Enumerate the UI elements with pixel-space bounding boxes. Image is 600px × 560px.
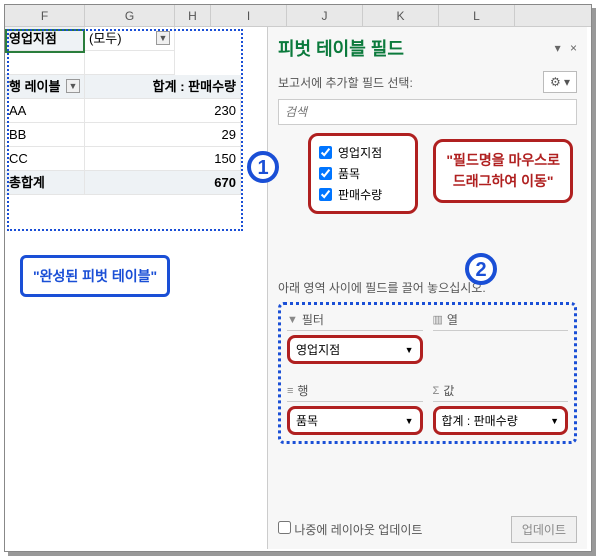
search-input[interactable] [278,99,577,125]
data-row-label[interactable]: AA [5,99,85,123]
filter-field-cell[interactable]: 영업지점 [5,27,85,51]
filter-value-text: (모두) [89,31,122,46]
panel-title: 피벗 테이블 필드 [278,35,404,61]
panel-close-icon[interactable]: × [570,41,577,55]
col-I[interactable]: I [211,5,287,26]
sigma-icon: Σ [433,385,440,397]
area-columns-empty[interactable] [433,335,569,363]
defer-layout-checkbox[interactable]: 나중에 레이아웃 업데이트 [278,521,422,538]
chevron-down-icon[interactable]: ▼ [405,345,414,355]
excel-window: F G H I J K L 영업지점 (모두) ▼ 행 레이블 ▼ 합계 : 판매수… [4,4,592,552]
field-label: 판매수량 [338,186,382,203]
chevron-down-icon[interactable]: ▼ [550,416,559,426]
field-checkbox[interactable] [319,146,332,159]
area-columns[interactable]: ▥열 [433,311,569,364]
panel-collapse-icon[interactable]: ▾ [555,41,561,55]
col-K[interactable]: K [363,5,439,26]
area-values-label: 값 [443,382,454,399]
data-row-label[interactable]: BB [5,123,85,147]
gear-button[interactable]: ⚙ ▾ [543,71,577,93]
update-button[interactable]: 업데이트 [511,516,577,543]
col-G[interactable]: G [85,5,175,26]
callout-drag-fields: "필드명을 마우스로 드래그하여 이동" [433,139,573,203]
pill-rows[interactable]: 품목 ▼ [287,406,423,435]
area-rows[interactable]: ≡ 행 품목 ▼ [287,382,423,435]
field-checkbox[interactable] [319,188,332,201]
panel-subtitle: 보고서에 추가할 필드 선택: [278,74,413,91]
areas-instruction: 아래 영역 사이에 필드를 끌어 놓으십시오. [278,279,577,296]
col-F[interactable]: F [5,5,85,26]
field-item[interactable]: 품목 [319,163,407,184]
columns-icon: ▥ [433,313,443,326]
field-label: 품목 [338,165,360,182]
col-H[interactable]: H [175,5,211,26]
data-row-value[interactable]: 29 [85,123,241,147]
col-L[interactable]: L [439,5,515,26]
step-badge-1: 1 [247,151,279,183]
area-filter[interactable]: ▼ 필터 영업지점 ▼ [287,311,423,364]
total-value-cell[interactable]: 670 [85,171,241,195]
col-J[interactable]: J [287,5,363,26]
area-values[interactable]: Σ값 합계 : 판매수량 ▼ [433,382,569,435]
drop-areas: ▼필터 영업지점▼ ▥열 ≡행 품목▼ Σ값 합계 : 판매수량▼ [278,302,577,444]
rows-icon: ≡ [287,385,293,397]
row-header-cell[interactable]: 행 레이블 ▼ [5,75,85,99]
pill-values[interactable]: 합계 : 판매수량 ▼ [433,406,569,435]
defer-label: 나중에 레이아웃 업데이트 [294,523,422,537]
field-list: 영업지점 품목 판매수량 [308,133,418,214]
filter-dropdown-icon[interactable]: ▼ [156,31,170,45]
callout-completed-pivot: "완성된 피벗 테이블" [20,255,170,297]
field-checkbox[interactable] [319,167,332,180]
drag-msg-line2: 드래그하여 이동" [446,171,560,192]
column-header-row: F G H I J K L [5,5,591,27]
pill-filter[interactable]: 영업지점 ▼ [287,335,423,364]
field-label: 영업지점 [338,144,382,161]
total-label-cell[interactable]: 총합계 [5,171,85,195]
area-filter-label: 필터 [302,311,324,328]
worksheet[interactable]: 영업지점 (모두) ▼ 행 레이블 ▼ 합계 : 판매수량 AA 230 BB 29… [5,27,265,195]
data-row-label[interactable]: CC [5,147,85,171]
pill-rows-label: 품목 [296,412,318,429]
data-row-value[interactable]: 230 [85,99,241,123]
row-dropdown-icon[interactable]: ▼ [66,79,80,93]
data-row-value[interactable]: 150 [85,147,241,171]
pill-filter-label: 영업지점 [296,341,340,358]
filter-icon: ▼ [287,314,298,326]
field-item[interactable]: 판매수량 [319,184,407,205]
pivot-field-panel: 피벗 테이블 필드 ▾ × 보고서에 추가할 필드 선택: ⚙ ▾ 영업지점 품… [267,27,587,549]
value-header-cell[interactable]: 합계 : 판매수량 [85,75,241,99]
defer-checkbox[interactable] [278,521,291,534]
drag-msg-line1: "필드명을 마우스로 [446,150,560,171]
row-header-text: 행 레이블 [9,79,60,94]
field-item[interactable]: 영업지점 [319,142,407,163]
pill-values-label: 합계 : 판매수량 [442,412,518,429]
area-rows-label: 행 [297,382,308,399]
area-columns-label: 열 [447,311,458,328]
filter-value-cell[interactable]: (모두) ▼ [85,27,175,51]
chevron-down-icon[interactable]: ▼ [405,416,414,426]
step-badge-2: 2 [465,253,497,285]
